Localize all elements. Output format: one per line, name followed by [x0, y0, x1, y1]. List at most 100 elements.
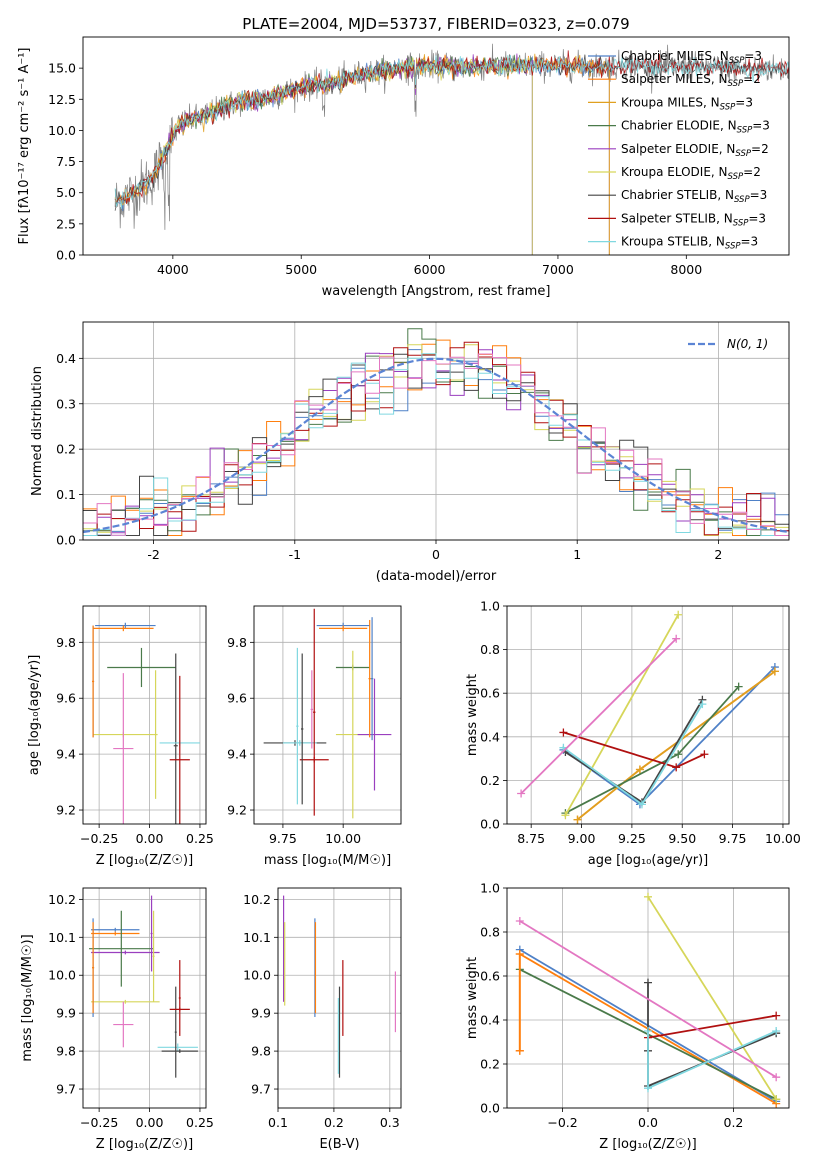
mass_vs_Z-frame: [82, 887, 207, 1109]
residuals-xtick-label: -1: [289, 547, 301, 562]
mass_vs_ebv-ytick-label: 10.0: [243, 968, 271, 983]
weight_vs_Z-xlabel: Z [log₁₀(Z/Z☉)]: [599, 1137, 696, 1152]
weight_vs_Z-plot-area: [515, 892, 781, 1108]
spectrum-panel: 4000 5000 6000 7000 8000 0.0 2.5 5.0 7.5 10.0 12.5…: [17, 36, 790, 299]
mass_vs_ebv-xtick-label: 0.1: [268, 1115, 288, 1130]
mass_vs_ebv-xtick-label: 0.2: [324, 1115, 344, 1130]
age_vs_mass-xtick-label: 9.75: [269, 831, 297, 846]
age_vs_Z-ytick-label: 9.8: [56, 635, 76, 650]
mass_vs_ebv-plot-area: [282, 895, 397, 1078]
mass_vs_Z-ytick-label: 9.9: [56, 1006, 76, 1021]
age_vs_Z-plot-area: [92, 622, 200, 824]
spectrum-ytick-label: 5.0: [56, 185, 76, 200]
histogram-step: [83, 353, 789, 540]
mass_vs_ebv-ytick-label: 9.7: [251, 1082, 271, 1097]
weight_vs_age-ytick-label: 0.2: [480, 773, 500, 788]
mass_vs_ebv-ytick-label: 10.2: [243, 892, 271, 907]
weight-point-marker: [644, 978, 652, 987]
mass_vs_Z-xtick-label: 0.00: [136, 1115, 164, 1130]
spectrum-xtick-label: 8000: [670, 262, 702, 277]
weight_vs_age-xtick-label: 9.25: [618, 831, 646, 846]
residuals-ytick-label: 0.1: [56, 487, 76, 502]
spectrum-xtick-label: 4000: [157, 262, 189, 277]
age_vs_mass-ytick-label: 9.2: [227, 803, 247, 818]
mass_vs_Z-ylabel: mass [log₁₀(M/M☉)]: [20, 934, 35, 1061]
weight_vs_age-xtick-label: 9.50: [668, 831, 696, 846]
age_vs_mass-ytick-label: 9.8: [227, 635, 247, 650]
weight_vs_age-frame: [506, 605, 790, 825]
weight-point-marker: [559, 728, 568, 737]
spectrum-model-line: [159, 57, 533, 255]
weight-series-line: [647, 1014, 777, 1039]
weight_vs_Z-xtick-label: 0.0: [638, 1115, 658, 1130]
weight-point-marker: [561, 811, 570, 820]
weight-point-marker: [772, 1095, 781, 1104]
weight_vs_Z-ytick-label: 0.2: [480, 1057, 500, 1072]
age_vs_mass-xlabel: mass [log₁₀(M/M☉)]: [264, 853, 391, 868]
weight_vs_age-xtick-label: 8.75: [517, 831, 545, 846]
spectrum-xlabel: wavelength [Angstrom, rest frame]: [322, 284, 551, 299]
age_vs_Z-ylabel: age [log₁₀(age/yr)]: [27, 655, 42, 776]
age_vs_Z-xlabel: Z [log₁₀(Z/Z☉)]: [96, 853, 193, 868]
weight_vs_Z-ytick-label: 0.0: [480, 1101, 500, 1116]
age_vs_Z-ytick-label: 9.6: [56, 691, 76, 706]
residuals-panel: -2 -1 0 1 2 0.0 0.1 0.2 0.3 0.4 N(0, 1) (data-model…: [30, 321, 790, 584]
age_vs_Z-frame: [82, 605, 207, 825]
normal-curve: [83, 357, 789, 534]
spectrum-ytick-label: 12.5: [48, 92, 76, 107]
weight-point-marker: [515, 950, 524, 958]
residuals-ytick-label: 0.3: [56, 396, 76, 411]
residuals-xtick-label: 1: [573, 547, 581, 562]
weight-point-marker: [515, 1046, 524, 1055]
spectrum-model-line: [114, 55, 789, 209]
spectrum-ytick-label: 10.0: [48, 123, 76, 138]
spectrum-model-line: [114, 54, 610, 255]
weight-series-line: [647, 896, 777, 1100]
residuals-frame: [82, 321, 790, 541]
weight_vs_age-ytick-label: 1.0: [480, 599, 500, 614]
mass_vs_Z-ytick-label: 10.0: [48, 968, 76, 983]
mass_vs_Z-panel: −0.25 0.00 0.25 9.7 9.8 9.9 10.0 10.1 10.2 Z [log…: [20, 887, 214, 1152]
residuals-ylabel: Normed distribution: [30, 366, 45, 496]
mass_vs_ebv-ytick-label: 9.8: [251, 1044, 271, 1059]
weight-point-marker: [644, 1084, 652, 1093]
age_vs_Z-xtick-label: 0.00: [136, 831, 164, 846]
residuals-xlabel: (data-model)/error: [376, 569, 497, 584]
legend-label: Salpeter STELIB, NSSP=3: [621, 211, 766, 228]
weight-series-line: [562, 666, 776, 806]
weight_vs_age-grid: [507, 605, 789, 825]
spectrum-ytick-label: 0.0: [56, 248, 76, 263]
weight-point-marker: [517, 789, 526, 798]
weight-point-marker: [635, 765, 644, 774]
weight-point-marker: [573, 815, 582, 824]
mass_vs_Z-xtick-label: 0.25: [186, 1115, 214, 1130]
weight-point-marker: [772, 1011, 781, 1020]
weight-point-marker: [734, 682, 743, 691]
weight_vs_age-ytick-label: 0.6: [480, 686, 500, 701]
mass_vs_ebv-ytick-label: 10.1: [243, 930, 271, 945]
age_vs_mass-plot-area: [263, 608, 392, 819]
weight-point-marker: [644, 1027, 652, 1035]
weight-series-line: [520, 638, 677, 795]
spectrum-xtick-label: 7000: [542, 262, 574, 277]
mass_vs_Z-plot-area: [89, 895, 198, 1078]
weight_vs_age-ytick-label: 0.4: [480, 729, 500, 744]
mass_vs_ebv-panel: 0.1 0.2 0.3 9.7 9.8 9.9 10.0 10.1 10.2 E(B-V): [243, 887, 402, 1152]
weight_vs_age-ytick-label: 0.8: [480, 642, 500, 657]
figure-title: PLATE=2004, MJD=53737, FIBERID=0323, z=0…: [242, 15, 629, 33]
weight_vs_Z-xtick-label: −0.2: [547, 1115, 577, 1130]
spectrum-ytick-label: 7.5: [56, 154, 76, 169]
weight-series-line: [564, 614, 679, 816]
residuals-xtick-label: 0: [432, 547, 440, 562]
weight-point-marker: [637, 800, 646, 809]
residuals-xtick-label: -2: [147, 547, 159, 562]
residuals-legend-label: N(0, 1): [727, 337, 768, 351]
weight-series-line: [519, 920, 777, 1078]
mass_vs_Z-xlabel: Z [log₁₀(Z/Z☉)]: [96, 1137, 193, 1152]
legend-label: Chabrier STELIB, NSSP=3: [621, 188, 767, 205]
age_vs_Z-ytick-label: 9.2: [56, 803, 76, 818]
residuals-ytick-label: 0.4: [56, 351, 76, 366]
mass_vs_Z-ytick-label: 10.1: [48, 930, 76, 945]
weight_vs_Z-ytick-label: 0.6: [480, 969, 500, 984]
weight_vs_Z-ytick-label: 0.8: [480, 925, 500, 940]
